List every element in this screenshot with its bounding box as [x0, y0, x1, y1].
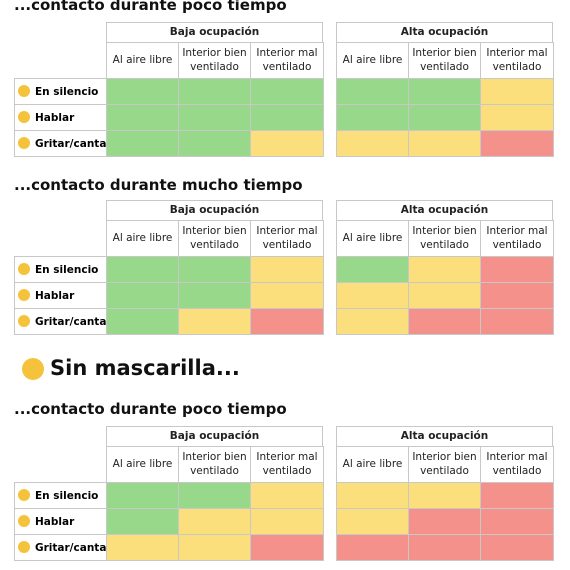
- column-header: Al aire libre: [106, 42, 179, 79]
- column-header: Al aire libre: [336, 220, 409, 257]
- risk-cell: [250, 534, 324, 561]
- risk-cell: [408, 256, 481, 283]
- group-header: Alta ocupación: [336, 426, 553, 447]
- emoji-icon: [18, 289, 30, 301]
- risk-cell: [408, 282, 481, 309]
- risk-cell: [480, 256, 554, 283]
- risk-cell: [106, 508, 179, 535]
- risk-cell: [336, 308, 409, 335]
- column-header: Interior mal ventilado: [250, 42, 324, 79]
- risk-cell: [480, 104, 554, 131]
- risk-cell: [106, 130, 179, 157]
- risk-cell: [106, 104, 179, 131]
- column-header: Interior bien ventilado: [178, 220, 251, 257]
- group-header: Alta ocupación: [336, 22, 553, 43]
- emoji-icon: [18, 137, 30, 149]
- emoji-icon: [18, 315, 30, 327]
- column-header: Interior mal ventilado: [480, 446, 554, 483]
- risk-cell: [106, 256, 179, 283]
- risk-cell: [250, 282, 324, 309]
- column-header: Al aire libre: [106, 446, 179, 483]
- risk-cell: [250, 78, 324, 105]
- risk-cell: [408, 104, 481, 131]
- risk-cell: [106, 482, 179, 509]
- column-header: Al aire libre: [336, 42, 409, 79]
- emoji-icon: [18, 85, 30, 97]
- risk-cell: [480, 130, 554, 157]
- risk-cell: [250, 508, 324, 535]
- column-header: Interior bien ventilado: [408, 446, 481, 483]
- risk-cell: [178, 78, 251, 105]
- risk-cell: [336, 130, 409, 157]
- risk-cell: [250, 130, 324, 157]
- risk-cell: [408, 78, 481, 105]
- column-header: Interior bien ventilado: [178, 446, 251, 483]
- risk-cell: [250, 308, 324, 335]
- risk-cell: [336, 482, 409, 509]
- section-heading: ...contacto durante poco tiempo: [14, 400, 287, 418]
- emoji-icon: [22, 358, 44, 380]
- risk-cell: [480, 534, 554, 561]
- risk-cell: [480, 282, 554, 309]
- group-header: Baja ocupación: [106, 200, 323, 221]
- section-heading: ...contacto durante mucho tiempo: [14, 176, 303, 194]
- risk-cell: [106, 308, 179, 335]
- risk-cell: [178, 534, 251, 561]
- risk-cell: [250, 104, 324, 131]
- emoji-icon: [18, 489, 30, 501]
- column-header: Al aire libre: [106, 220, 179, 257]
- risk-cell: [106, 282, 179, 309]
- emoji-icon: [18, 263, 30, 275]
- section-heading: ...contacto durante poco tiempo: [14, 0, 287, 14]
- risk-cell: [336, 282, 409, 309]
- risk-cell: [336, 78, 409, 105]
- emoji-icon: [18, 111, 30, 123]
- risk-cell: [336, 534, 409, 561]
- risk-cell: [408, 534, 481, 561]
- risk-cell: [250, 482, 324, 509]
- column-header: Interior bien ventilado: [178, 42, 251, 79]
- risk-cell: [336, 256, 409, 283]
- risk-cell: [408, 508, 481, 535]
- column-header: Al aire libre: [336, 446, 409, 483]
- column-header: Interior mal ventilado: [480, 220, 554, 257]
- risk-cell: [408, 482, 481, 509]
- risk-cell: [336, 104, 409, 131]
- column-header: Interior mal ventilado: [480, 42, 554, 79]
- column-header: Interior bien ventilado: [408, 220, 481, 257]
- emoji-icon: [18, 541, 30, 553]
- column-header: Interior mal ventilado: [250, 220, 324, 257]
- risk-cell: [106, 534, 179, 561]
- risk-cell: [408, 308, 481, 335]
- group-header: Baja ocupación: [106, 22, 323, 43]
- risk-cell: [480, 482, 554, 509]
- interlude: Sin mascarilla...: [50, 356, 240, 380]
- column-header: Interior bien ventilado: [408, 42, 481, 79]
- risk-cell: [336, 508, 409, 535]
- risk-cell: [480, 508, 554, 535]
- column-header: Interior mal ventilado: [250, 446, 324, 483]
- risk-cell: [178, 308, 251, 335]
- group-header: Alta ocupación: [336, 200, 553, 221]
- risk-cell: [408, 130, 481, 157]
- risk-cell: [178, 104, 251, 131]
- risk-cell: [178, 256, 251, 283]
- emoji-icon: [18, 515, 30, 527]
- risk-cell: [178, 130, 251, 157]
- risk-cell: [178, 482, 251, 509]
- risk-cell: [480, 308, 554, 335]
- risk-cell: [178, 508, 251, 535]
- group-header: Baja ocupación: [106, 426, 323, 447]
- risk-cell: [106, 78, 179, 105]
- risk-cell: [250, 256, 324, 283]
- risk-cell: [480, 78, 554, 105]
- risk-cell: [178, 282, 251, 309]
